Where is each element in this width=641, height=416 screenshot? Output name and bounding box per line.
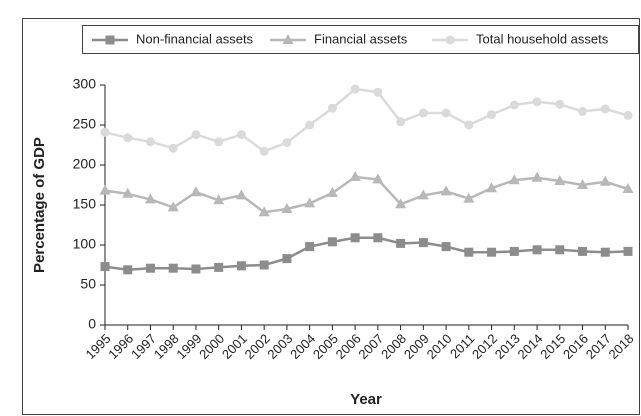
data-point (486, 182, 498, 193)
data-point (236, 130, 246, 140)
data-point (259, 260, 269, 270)
data-point (464, 247, 474, 257)
data-point (395, 198, 407, 209)
data-point (577, 179, 589, 189)
data-point (236, 261, 246, 271)
data-point (532, 245, 542, 255)
data-point (396, 117, 406, 127)
data-point (600, 247, 610, 257)
x-axis-label: Year (350, 391, 382, 408)
data-point (327, 103, 337, 113)
data-point (372, 173, 384, 184)
legend-label: Total household assets (476, 31, 609, 46)
data-point (508, 174, 520, 185)
y-tick-label: 150 (73, 196, 97, 212)
data-point (417, 189, 429, 200)
series-line (104, 87, 629, 153)
data-point (213, 194, 225, 205)
data-point (259, 146, 269, 156)
y-tick-label: 50 (80, 276, 96, 292)
y-tick-label: 300 (73, 76, 97, 92)
data-point (282, 254, 292, 264)
data-point (350, 233, 360, 243)
chart-frame (22, 18, 640, 415)
x-tick-label: 2011 (447, 331, 477, 361)
y-tick-label: 250 (73, 116, 97, 132)
legend-marker (282, 34, 294, 44)
data-point (487, 110, 497, 120)
data-point (99, 184, 111, 195)
data-point (509, 246, 519, 256)
data-point (281, 203, 293, 213)
data-point (305, 120, 315, 130)
data-point (282, 138, 292, 148)
legend-label: Financial assets (314, 31, 408, 46)
data-point (123, 133, 133, 143)
y-tick-label: 100 (73, 236, 97, 252)
data-point (554, 175, 566, 185)
x-tick-label: 2018 (605, 331, 636, 362)
y-tick-label: 200 (73, 156, 97, 172)
data-point (418, 108, 428, 118)
y-tick-label: 0 (88, 316, 96, 332)
data-point (349, 171, 361, 181)
legend-marker (105, 35, 115, 45)
data-point (304, 197, 316, 208)
data-point (487, 247, 497, 257)
data-point (600, 104, 610, 114)
series-line (104, 236, 629, 272)
data-point (145, 263, 155, 273)
data-point (373, 233, 383, 243)
data-point (235, 189, 247, 200)
data-point (144, 193, 156, 204)
data-point (463, 192, 475, 203)
data-point (191, 130, 201, 140)
legend-box (82, 25, 639, 54)
data-point (100, 262, 110, 272)
data-point (123, 265, 133, 275)
data-point (396, 238, 406, 248)
data-point (100, 127, 110, 137)
legend-label: Non-financial assets (136, 31, 254, 46)
data-point (122, 187, 134, 198)
legend-marker (445, 35, 455, 45)
data-point (305, 242, 315, 252)
data-point (464, 120, 474, 130)
series-line (104, 175, 629, 214)
data-point (599, 175, 611, 186)
data-point (373, 87, 383, 97)
data-point (258, 206, 270, 217)
data-point (190, 186, 202, 197)
data-point (441, 108, 451, 118)
data-point (191, 264, 201, 274)
data-point (326, 187, 338, 197)
data-point (214, 137, 224, 147)
data-point (168, 143, 178, 153)
data-point (555, 99, 565, 109)
data-point (441, 242, 451, 252)
data-point (214, 262, 224, 272)
data-point (327, 237, 337, 247)
y-axis-label: Percentage of GDP (31, 137, 48, 273)
data-point (167, 201, 179, 212)
data-point (532, 97, 542, 107)
data-point (350, 84, 360, 94)
data-point (168, 263, 178, 273)
data-point (418, 238, 428, 248)
data-point (578, 246, 588, 256)
data-point (531, 171, 543, 182)
data-point (145, 137, 155, 147)
data-point (622, 183, 634, 193)
data-point (440, 185, 452, 196)
data-point (623, 110, 633, 120)
data-point (623, 246, 633, 256)
data-point (578, 106, 588, 116)
data-point (509, 100, 519, 110)
data-point (555, 245, 565, 255)
